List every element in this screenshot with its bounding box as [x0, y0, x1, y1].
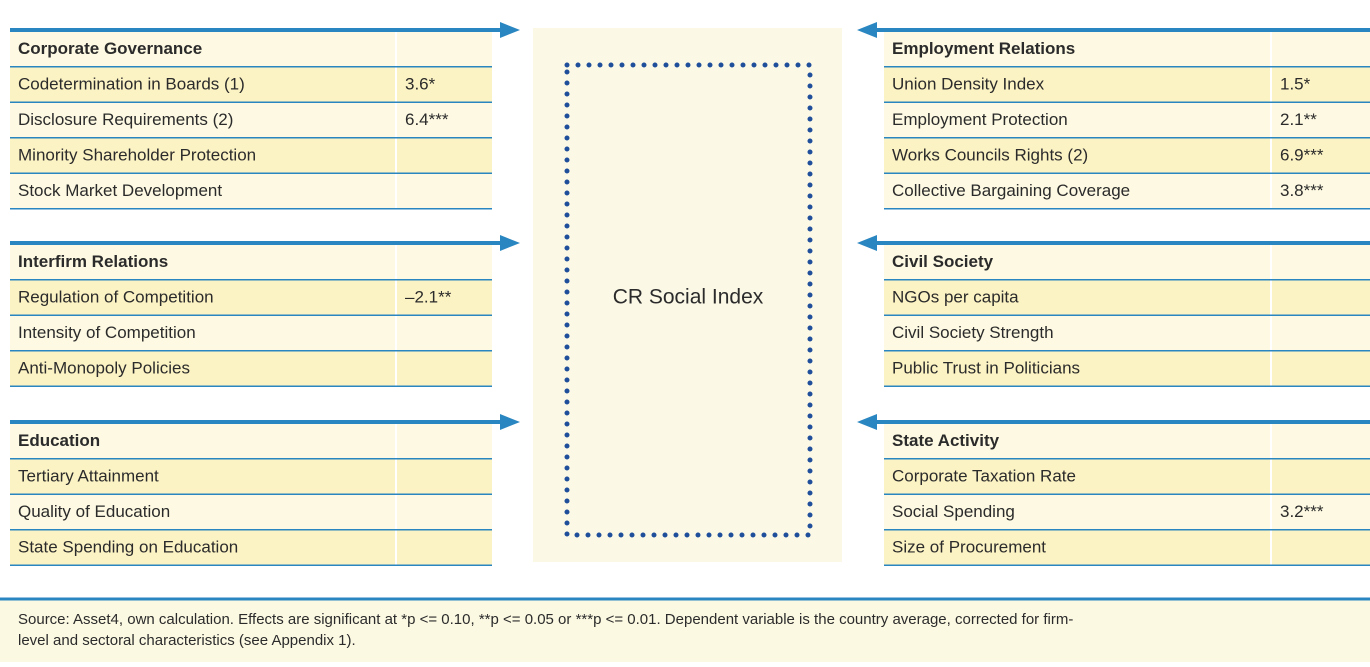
value-bg: [397, 495, 492, 529]
value-bg: [397, 530, 492, 565]
row-label: Civil Society Strength: [892, 323, 1054, 342]
value-bg: [1272, 495, 1370, 529]
footer-line: level and sectoral characteristics (see …: [18, 632, 356, 649]
row-value: 3.2***: [1280, 502, 1324, 521]
value-bg: [1272, 67, 1370, 102]
row-label: Collective Bargaining Coverage: [892, 181, 1130, 200]
row-bg: [884, 174, 1270, 208]
footer-box: [0, 598, 1370, 662]
row-bg: [884, 495, 1270, 529]
row-value: 1.5*: [1280, 75, 1311, 94]
value-bg: [1272, 138, 1370, 173]
row-label: Union Density Index: [892, 75, 1045, 94]
arrow-head: [500, 414, 520, 430]
value-bg: [1272, 280, 1370, 315]
group-title: Education: [18, 431, 100, 450]
row-label: Social Spending: [892, 502, 1015, 521]
row-label: Quality of Education: [18, 502, 170, 521]
row-label: Size of Procurement: [892, 538, 1046, 557]
footer-line: Source: Asset4, own calculation. Effects…: [18, 611, 1073, 628]
row-label: Intensity of Competition: [18, 323, 196, 342]
row-label: State Spending on Education: [18, 538, 238, 557]
row-value: 6.4***: [405, 110, 449, 129]
arrow-head: [500, 235, 520, 251]
value-bg: [397, 351, 492, 386]
row-bg: [10, 316, 395, 350]
value-bg: [397, 138, 492, 173]
row-bg: [10, 103, 395, 137]
group-title: Civil Society: [892, 252, 994, 271]
row-bg: [884, 530, 1270, 565]
row-value: –2.1**: [405, 288, 452, 307]
row-bg: [10, 280, 395, 315]
center-label: CR Social Index: [613, 286, 764, 309]
row-bg: [10, 530, 395, 565]
arrow-head: [857, 22, 877, 38]
row-bg: [10, 459, 395, 494]
row-label: Corporate Taxation Rate: [892, 467, 1076, 486]
row-bg: [884, 67, 1270, 102]
group-title: Employment Relations: [892, 39, 1075, 58]
row-bg: [884, 424, 1270, 458]
row-label: Minority Shareholder Protection: [18, 146, 256, 165]
row-label: Employment Protection: [892, 110, 1068, 129]
row-label: NGOs per capita: [892, 288, 1019, 307]
row-label: Codetermination in Boards (1): [18, 75, 245, 94]
row-bg: [10, 351, 395, 386]
row-bg: [884, 459, 1270, 494]
row-label: Anti-Monopoly Policies: [18, 359, 190, 378]
row-label: Public Trust in Politicians: [892, 359, 1080, 378]
value-bg: [1272, 245, 1370, 279]
group-title: Interfirm Relations: [18, 252, 168, 271]
row-bg: [10, 495, 395, 529]
dotted-frame: [564, 62, 813, 538]
value-bg: [397, 103, 492, 137]
value-bg: [397, 174, 492, 208]
row-bg: [10, 174, 395, 208]
value-bg: [397, 245, 492, 279]
value-bg: [397, 67, 492, 102]
row-bg: [884, 351, 1270, 386]
value-bg: [1272, 530, 1370, 565]
value-bg: [1272, 103, 1370, 137]
value-bg: [1272, 424, 1370, 458]
arrow-head: [857, 235, 877, 251]
row-bg: [884, 32, 1270, 66]
value-bg: [1272, 316, 1370, 350]
row-label: Stock Market Development: [18, 181, 222, 200]
row-label: Disclosure Requirements (2): [18, 110, 233, 129]
row-value: 6.9***: [1280, 146, 1324, 165]
value-bg: [1272, 174, 1370, 208]
value-bg: [1272, 459, 1370, 494]
value-bg: [1272, 32, 1370, 66]
row-bg: [884, 103, 1270, 137]
row-bg: [884, 245, 1270, 279]
row-bg: [10, 245, 395, 279]
row-bg: [884, 316, 1270, 350]
group-title: State Activity: [892, 431, 1000, 450]
row-label: Tertiary Attainment: [18, 467, 159, 486]
arrow-head: [857, 414, 877, 430]
row-bg: [10, 424, 395, 458]
row-value: 2.1**: [1280, 110, 1317, 129]
value-bg: [397, 280, 492, 315]
value-bg: [397, 424, 492, 458]
row-bg: [884, 280, 1270, 315]
value-bg: [397, 459, 492, 494]
row-bg: [10, 138, 395, 173]
group-title: Corporate Governance: [18, 39, 202, 58]
row-bg: [10, 32, 395, 66]
row-bg: [10, 67, 395, 102]
value-bg: [1272, 351, 1370, 386]
center-box: [533, 28, 842, 562]
row-value: 3.6*: [405, 75, 436, 94]
arrow-head: [500, 22, 520, 38]
value-bg: [397, 32, 492, 66]
row-label: Regulation of Competition: [18, 288, 214, 307]
value-bg: [397, 316, 492, 350]
row-bg: [884, 138, 1270, 173]
row-value: 3.8***: [1280, 181, 1324, 200]
row-label: Works Councils Rights (2): [892, 146, 1088, 165]
